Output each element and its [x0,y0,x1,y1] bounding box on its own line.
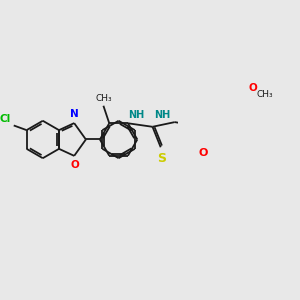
Text: Cl: Cl [0,114,11,124]
Text: N: N [70,109,79,119]
Text: CH₃: CH₃ [95,94,112,103]
Text: NH: NH [154,110,171,120]
Text: CH₃: CH₃ [256,90,273,99]
Text: O: O [71,160,80,170]
Text: NH: NH [129,110,145,120]
Text: O: O [249,83,258,93]
Text: O: O [198,148,208,158]
Text: S: S [158,152,166,165]
